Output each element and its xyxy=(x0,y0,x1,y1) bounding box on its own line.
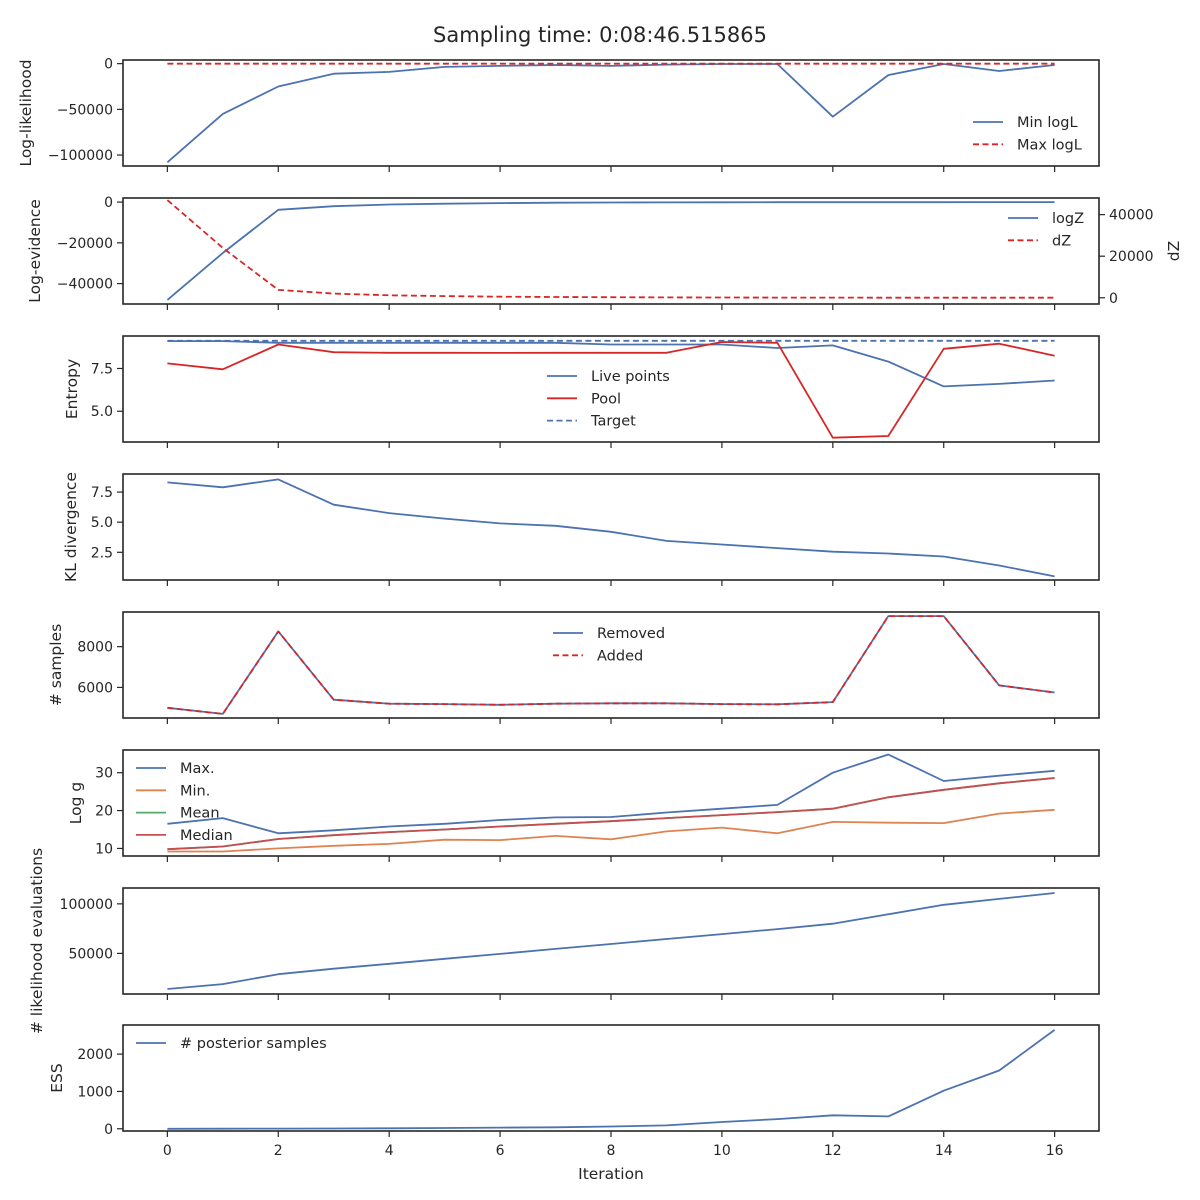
x-tick-label: 2 xyxy=(274,1143,283,1159)
y-tick-label: 2.5 xyxy=(91,545,113,561)
x-tick-label: 4 xyxy=(385,1143,394,1159)
series-line-min- xyxy=(167,808,1055,853)
y-tick-label: −20000 xyxy=(57,236,113,252)
y-tick-label: −100000 xyxy=(48,148,113,164)
x-tick-label: 16 xyxy=(1046,1143,1064,1159)
panel-1: 0 −50000 −100000 Log-likelihood Min logL Max … xyxy=(17,57,1100,172)
series-group xyxy=(167,339,1055,439)
series-group xyxy=(167,615,1055,715)
y-axis-label: # likelihood evaluations xyxy=(28,848,46,1034)
legend-label: logZ xyxy=(1052,211,1084,227)
axes-frame xyxy=(122,473,1100,581)
y-axis-label: KL divergence xyxy=(62,472,80,582)
y-tick-label: 1000 xyxy=(77,1084,113,1100)
series-line-added xyxy=(167,615,1055,715)
series-group xyxy=(167,1029,1056,1130)
y-axis-label-right: dZ xyxy=(1165,241,1183,261)
y-tick-label: 7.5 xyxy=(91,361,113,377)
y-tick-label: 5.0 xyxy=(91,515,113,531)
y-tick-label-right: 40000 xyxy=(1109,208,1154,224)
series-group xyxy=(167,892,1055,990)
panel-6: 10 20 30 Log g Max. Min. Mean Median xyxy=(67,749,1100,862)
x-tick-label: 8 xyxy=(607,1143,616,1159)
series-line-median xyxy=(167,777,1055,851)
y-tick-label: 0 xyxy=(104,195,113,211)
y-axis-label: Log g xyxy=(67,782,85,824)
series-line-max- xyxy=(167,753,1055,835)
series-group xyxy=(167,478,1055,578)
y-tick-label: 2000 xyxy=(77,1047,113,1063)
series-line--posterior-samples xyxy=(167,1029,1056,1130)
y-tick-label: 20 xyxy=(95,804,113,820)
legend-label: # posterior samples xyxy=(180,1036,327,1052)
legend-label: Pool xyxy=(591,391,621,407)
legend-label: Live points xyxy=(591,369,670,385)
y-tick-label: 50000 xyxy=(68,946,113,962)
series-line-logz xyxy=(166,201,1055,301)
x-tick-label: 0 xyxy=(163,1143,172,1159)
y-axis-label: # samples xyxy=(47,624,65,706)
x-tick-label: 14 xyxy=(935,1143,953,1159)
series-line-dz xyxy=(166,199,1055,299)
x-tick-label: 6 xyxy=(496,1143,505,1159)
panel-8: 0 2 4 6 8 10 12 14 16 0 1000 2000 ESS # posterior sam… xyxy=(48,1024,1100,1159)
legend-label: Max. xyxy=(180,761,215,777)
y-tick-label: 30 xyxy=(95,766,113,782)
series-line-line xyxy=(167,892,1055,990)
legend: Min logL Max logL xyxy=(973,115,1082,153)
legend-label: Mean xyxy=(180,806,220,822)
panel-3: 5.0 7.5 Entropy Live points Pool Target xyxy=(63,335,1100,448)
series-line-line xyxy=(167,478,1055,578)
chart-panels: 0 −50000 −100000 Log-likelihood Min logL Max … xyxy=(17,57,1183,1159)
figure-title: Sampling time: 0:08:46.515865 xyxy=(433,23,767,47)
legend: Max. Min. Mean Median xyxy=(136,761,233,844)
legend-label: Min logL xyxy=(1017,115,1078,131)
panel-7: 50000 100000 # likelihood evaluations xyxy=(28,848,1100,1034)
legend-label: Max logL xyxy=(1017,137,1082,153)
y-tick-label: 0 xyxy=(104,57,113,73)
y-axis-label: Log-likelihood xyxy=(17,59,35,166)
y-tick-label: 7.5 xyxy=(91,485,113,501)
y-tick-label: 10 xyxy=(95,841,113,857)
y-axis-label: Entropy xyxy=(63,359,81,419)
legend-label: Min. xyxy=(180,783,210,799)
y-tick-label: −40000 xyxy=(57,277,113,293)
panel-5: 6000 8000 # samples Removed Added xyxy=(47,611,1100,724)
legend-label: dZ xyxy=(1052,233,1071,249)
x-tick-label: 12 xyxy=(824,1143,842,1159)
y-tick-label: 8000 xyxy=(77,640,113,656)
panel-2: 0 −20000 −40000 0 20000 40000 dZ Log-evidence lo… xyxy=(26,195,1183,310)
y-tick-label: 0 xyxy=(104,1122,113,1138)
y-axis-label: Log-evidence xyxy=(26,199,44,303)
legend: logZ dZ xyxy=(1008,211,1084,249)
y-tick-label: 6000 xyxy=(77,680,113,696)
series-group xyxy=(167,753,1055,853)
legend-label: Target xyxy=(590,414,636,430)
legend: Removed Added xyxy=(553,626,665,664)
axes-frame xyxy=(122,197,1100,305)
legend: # posterior samples xyxy=(136,1036,327,1052)
y-tick-label: 5.0 xyxy=(91,404,113,420)
y-tick-label: −50000 xyxy=(57,102,113,118)
y-tick-label-right: 0 xyxy=(1109,291,1118,307)
y-tick-label: 100000 xyxy=(60,897,113,913)
series-line-live-points xyxy=(167,340,1055,388)
x-tick-label: 10 xyxy=(713,1143,731,1159)
legend-label: Removed xyxy=(597,626,665,642)
x-axis-label: Iteration xyxy=(578,1165,644,1183)
legend-label: Median xyxy=(180,828,233,844)
series-group xyxy=(166,199,1055,301)
series-group xyxy=(166,62,1055,163)
legend-label: Added xyxy=(597,648,643,664)
y-axis-label: ESS xyxy=(48,1063,66,1092)
y-tick-label-right: 20000 xyxy=(1109,249,1154,265)
series-line-min-logl xyxy=(166,63,1055,163)
axes-frame xyxy=(122,59,1100,167)
series-line-pool xyxy=(167,341,1055,439)
legend: Live points Pool Target xyxy=(547,369,670,430)
panel-4: 2.5 5.0 7.5 KL divergence xyxy=(62,472,1100,586)
